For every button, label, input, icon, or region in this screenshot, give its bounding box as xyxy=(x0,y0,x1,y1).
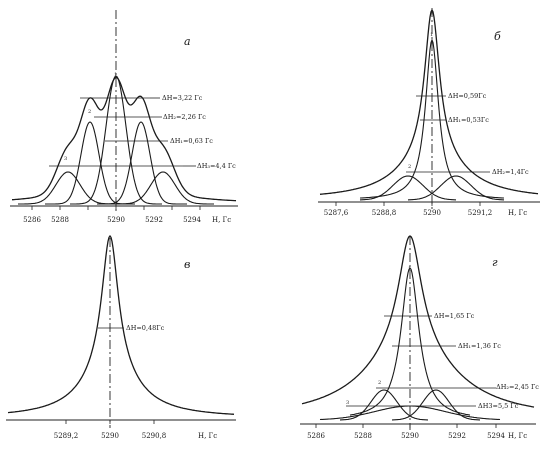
panel-v-axis-ticks xyxy=(65,420,155,424)
panel-a-axis-label: H, Гс xyxy=(212,216,231,224)
panel-v: 5289,2 5290 5290,8 H, Гс в ΔH=0,48Гс xyxy=(6,234,236,440)
panel-b-curve-mark-1: 2 xyxy=(408,164,411,170)
panel-a: 5286 5288 5290 5292 5294 H, Гс а ΔH=3,22… xyxy=(10,10,238,224)
panel-v-tick-0: 5289,2 xyxy=(54,432,79,440)
panel-g-axis-ticks xyxy=(315,424,497,428)
panel-v-letter: в xyxy=(184,258,190,271)
panel-g-tick-0: 5286 xyxy=(307,432,325,440)
panel-b-tick-1: 5288,8 xyxy=(372,209,397,217)
panel-a-axis-ticks xyxy=(31,206,201,210)
panel-g-tick-1: 5288 xyxy=(354,432,372,440)
panel-a-annotation-2: ΔH₁=0,63 Гс xyxy=(170,137,213,145)
panel-g-annotation-2: ΔH₂=2,45 Гс xyxy=(496,383,539,391)
panel-b-curve-mark-0: 1 xyxy=(430,32,433,38)
panel-g-curve-mark-2: 3 xyxy=(346,400,349,406)
panel-v-curves xyxy=(7,234,235,415)
panel-a-envelope-curve xyxy=(12,76,237,202)
panel-a-curve-mark-0: 1 xyxy=(114,72,117,78)
panel-g-component-2-right xyxy=(392,389,480,421)
panel-g: 5286 5288 5290 5292 5294 H, Гс г ΔH=1,65… xyxy=(300,235,539,440)
panel-g-letter: г xyxy=(492,256,498,269)
panel-b-envelope-curve xyxy=(319,8,539,195)
panel-a-tick-2: 5290 xyxy=(107,216,125,224)
panel-v-tick-2: 5290,8 xyxy=(142,432,167,440)
panel-b-letter: б xyxy=(494,30,501,43)
panel-b-tick-3: 5291,2 xyxy=(468,209,493,217)
panel-a-curve-mark-1: 2 xyxy=(88,109,91,115)
panel-b-tick-0: 5287,6 xyxy=(324,209,349,217)
panel-v-tick-1: 5290 xyxy=(101,432,119,440)
panel-g-width-markers xyxy=(346,315,496,407)
panel-v-annotation-0: ΔH=0,48Гс xyxy=(126,324,165,332)
panel-b-component-1 xyxy=(360,38,504,199)
panel-a-curve-mark-2: 3 xyxy=(64,156,67,162)
panel-g-tick-2: 5290 xyxy=(401,432,419,440)
panel-b: 5287,6 5288,8 5290 5291,2 H, Гс б ΔH=0,5… xyxy=(318,8,540,217)
panel-b-axis-ticks xyxy=(335,202,481,206)
panel-a-annotation-3: ΔH₃=4,4 Гс xyxy=(197,162,236,170)
panel-b-annotation-2: ΔH₂=1,4Гс xyxy=(492,168,529,176)
panel-a-letter: а xyxy=(184,35,191,48)
panel-a-tick-3: 5292 xyxy=(145,216,163,224)
panel-g-envelope-curve xyxy=(301,235,535,408)
panel-v-axis-label: H, Гс xyxy=(198,432,217,440)
panel-g-curves xyxy=(301,235,535,421)
panel-b-width-markers xyxy=(406,95,490,173)
panel-a-tick-4: 5294 xyxy=(183,216,201,224)
panel-a-annotation-0: ΔH=3,22 Гс xyxy=(162,94,203,102)
panel-b-component-2-right xyxy=(407,175,505,201)
panel-g-annotation-0: ΔH=1,65 Гс xyxy=(434,312,475,320)
panel-g-component-2-left xyxy=(340,389,428,421)
panel-g-annotation-3: ΔH3=5,5 Гс xyxy=(478,402,519,410)
panel-v-spectrum-curve xyxy=(7,234,235,415)
panel-a-width-markers xyxy=(49,97,196,167)
panel-b-curves xyxy=(319,8,539,201)
panel-a-component-3-left xyxy=(18,171,118,205)
panel-g-component-1 xyxy=(349,267,471,416)
panel-b-tick-2: 5290 xyxy=(423,209,441,217)
panel-g-curve-mark-0: 1 xyxy=(408,266,411,272)
panel-g-axis-label: H, Гс xyxy=(508,432,527,440)
panel-g-tick-3: 5292 xyxy=(448,432,466,440)
panel-a-tick-0: 5286 xyxy=(23,216,41,224)
panel-a-tick-1: 5288 xyxy=(51,216,69,224)
panel-b-axis-label: H, Гс xyxy=(508,209,527,217)
panel-b-annotation-1: ΔH₁=0,53Гс xyxy=(448,116,489,124)
panel-g-curve-mark-1: 2 xyxy=(378,380,381,386)
panel-a-component-2-right xyxy=(97,121,187,205)
panel-a-curves xyxy=(12,75,237,205)
panel-a-component-1 xyxy=(70,75,162,205)
panel-b-annotation-0: ΔH=0,59Гс xyxy=(448,92,487,100)
panel-a-annotation-1: ΔH₂=2,26 Гс xyxy=(163,113,206,121)
panel-g-annotation-1: ΔH₁=1,36 Гс xyxy=(458,342,501,350)
panel-a-component-3-right xyxy=(114,171,214,205)
panel-b-component-2-left xyxy=(359,175,457,201)
panel-g-tick-4: 5294 xyxy=(487,432,505,440)
